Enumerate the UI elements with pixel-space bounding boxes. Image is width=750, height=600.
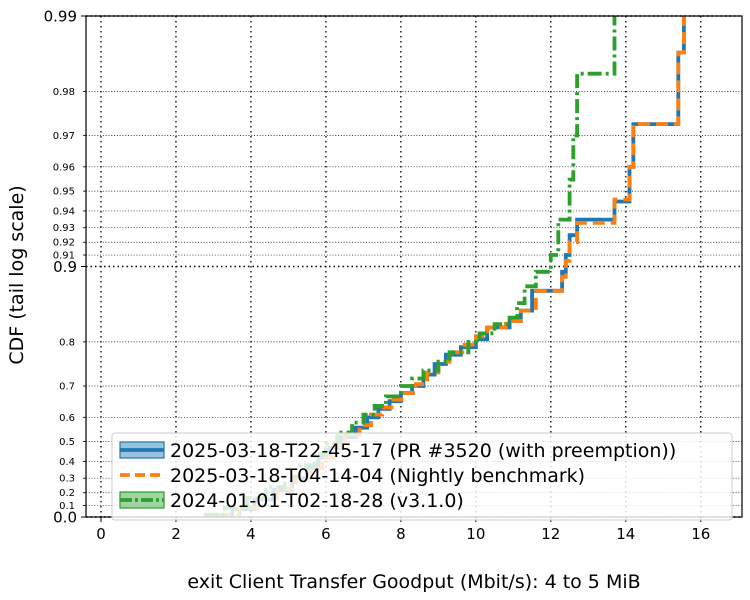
- y-minor-tick-label: 0.4: [59, 457, 75, 468]
- x-tick-label: 2: [171, 525, 181, 543]
- y-minor-tick-label: 0.95: [53, 187, 75, 198]
- y-minor-tick-label: 0.91: [53, 251, 75, 262]
- y-minor-tick-label: 0.96: [53, 162, 75, 173]
- y-minor-tick-label: 0.7: [59, 382, 75, 393]
- y-major-tick-label: 0.99: [44, 8, 77, 26]
- x-tick-label: 4: [246, 525, 256, 543]
- y-major-tick-label: 0.9: [53, 258, 77, 276]
- legend: 2025-03-18-T22-45-17 (PR #3520 (with pre…: [111, 432, 733, 521]
- y-minor-tick-label: 0.98: [53, 87, 75, 98]
- x-tick-label: 10: [466, 525, 485, 543]
- legend-label-2: 2025-03-18-T04-14-04 (Nightly benchmark): [170, 465, 585, 487]
- y-minor-tick-label: 0.6: [59, 413, 75, 424]
- x-tick-label: 0: [96, 525, 106, 543]
- y-minor-tick-label: 0.94: [53, 206, 75, 217]
- y-minor-tick-label: 0.5: [59, 437, 75, 448]
- x-tick-label: 14: [616, 525, 635, 543]
- legend-label-3: 2024-01-01-T02-18-28 (v3.1.0): [170, 490, 464, 512]
- axis-ticks: 0 2 4 6 8 10 12 14 16 0.1 0.2 0.3 0.4 0.5 0.6 0.7 0.8 0.9…: [44, 8, 711, 544]
- x-tick-label: 8: [396, 525, 406, 543]
- x-axis-title: exit Client Transfer Goodput (Mbit/s): 4…: [187, 571, 640, 593]
- y-minor-tick-label: 0.8: [59, 337, 75, 348]
- x-tick-label: 6: [321, 525, 331, 543]
- legend-box: [111, 432, 733, 521]
- y-minor-tick-label: 0.2: [59, 488, 75, 499]
- y-minor-tick-label: 0.3: [59, 474, 75, 485]
- y-minor-tick-label: 0.97: [53, 131, 75, 142]
- y-axis-title: CDF (tail log scale): [6, 185, 28, 364]
- y-minor-tick-label: 0.93: [53, 223, 75, 234]
- y-minor-tick-label: 0.1: [59, 501, 75, 512]
- legend-label-1: 2025-03-18-T22-45-17 (PR #3520 (with pre…: [170, 440, 676, 462]
- y-minor-tick-label: 0.92: [53, 238, 75, 249]
- y-major-tick-label: 0.0: [53, 509, 77, 527]
- x-tick-label: 12: [541, 525, 560, 543]
- x-tick-label: 16: [691, 525, 710, 543]
